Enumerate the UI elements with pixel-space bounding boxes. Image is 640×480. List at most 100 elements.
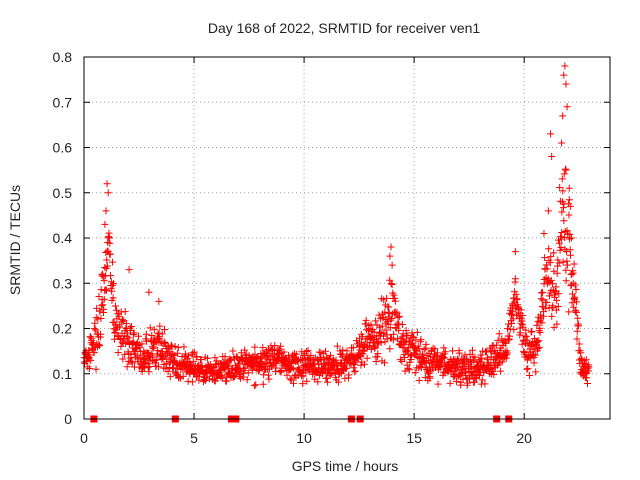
data-point (573, 298, 581, 306)
data-point (517, 306, 525, 314)
data-point (560, 217, 568, 225)
data-point (95, 342, 103, 349)
data-point (506, 332, 514, 340)
data-point (349, 344, 357, 352)
data-point (149, 344, 157, 352)
data-point (552, 283, 560, 291)
x-tick-label: 15 (406, 430, 422, 446)
data-point (250, 382, 258, 390)
data-point (115, 313, 123, 321)
data-point (109, 281, 117, 289)
data-point (387, 243, 395, 251)
data-point (345, 371, 353, 379)
data-point (470, 378, 478, 386)
data-point (511, 275, 519, 283)
data-point (572, 285, 580, 293)
data-point (95, 340, 103, 348)
data-point (560, 170, 568, 178)
data-point (204, 354, 212, 362)
data-point (386, 345, 394, 353)
data-point (399, 333, 407, 341)
data-point (156, 322, 164, 330)
data-point (343, 364, 351, 372)
data-point (98, 271, 106, 279)
data-point (562, 166, 570, 174)
data-point (536, 328, 544, 336)
data-point (119, 316, 127, 324)
data-point (315, 361, 323, 369)
data-point (404, 344, 412, 352)
data-point (573, 335, 581, 343)
data-point (380, 296, 388, 304)
data-point (468, 346, 476, 354)
data-point (286, 375, 294, 383)
data-point (533, 338, 541, 346)
data-point (422, 340, 430, 348)
data-point (439, 353, 447, 361)
data-point (563, 227, 571, 235)
data-point (521, 332, 529, 340)
data-point (461, 360, 469, 368)
data-point (248, 366, 256, 374)
data-point (203, 373, 211, 381)
data-point (301, 352, 309, 360)
data-point (393, 335, 401, 343)
data-point (426, 374, 434, 382)
data-point (523, 365, 531, 373)
y-axis-label: SRMTID / TECUs (7, 185, 23, 295)
data-point (385, 309, 393, 317)
data-point (548, 312, 556, 320)
data-point (566, 230, 574, 238)
data-point (180, 343, 188, 351)
data-point (541, 254, 549, 262)
data-point (417, 336, 425, 344)
data-point (420, 345, 428, 353)
y-tick-label: 0.2 (53, 321, 73, 337)
data-point (552, 306, 560, 314)
data-point (440, 344, 448, 352)
data-point (96, 307, 104, 315)
data-point (174, 344, 182, 352)
data-point (103, 256, 111, 264)
data-point (264, 371, 272, 379)
data-point (99, 301, 107, 309)
data-point (92, 314, 100, 322)
data-point (566, 251, 574, 259)
data-point (516, 329, 524, 337)
data-point (471, 353, 479, 361)
data-point (383, 335, 391, 343)
data-point (570, 260, 578, 268)
data-point (434, 380, 442, 388)
data-point (103, 180, 111, 188)
data-point (411, 369, 419, 377)
data-point (276, 367, 284, 375)
data-point (85, 365, 93, 373)
data-point (503, 349, 511, 357)
data-point (545, 245, 553, 253)
data-point (326, 371, 334, 379)
data-point (571, 281, 579, 289)
data-point (395, 312, 403, 320)
data-point (401, 353, 409, 361)
data-point (533, 321, 541, 329)
data-point (574, 314, 582, 322)
data-point (102, 207, 110, 215)
data-point (383, 294, 391, 302)
x-tick-label: 0 (80, 430, 88, 446)
data-point (490, 371, 498, 379)
data-point (457, 370, 465, 378)
data-point (553, 320, 561, 328)
data-point (269, 346, 277, 354)
data-point (112, 306, 120, 314)
data-point (85, 355, 93, 363)
data-point (554, 262, 562, 270)
data-point (289, 365, 297, 373)
data-point (543, 298, 551, 306)
x-axis-label: GPS time / hours (292, 458, 399, 474)
data-point (446, 379, 454, 387)
data-point (129, 331, 137, 339)
data-point (407, 355, 415, 363)
data-point (323, 374, 331, 382)
data-point (161, 326, 169, 334)
data-point (386, 252, 394, 260)
